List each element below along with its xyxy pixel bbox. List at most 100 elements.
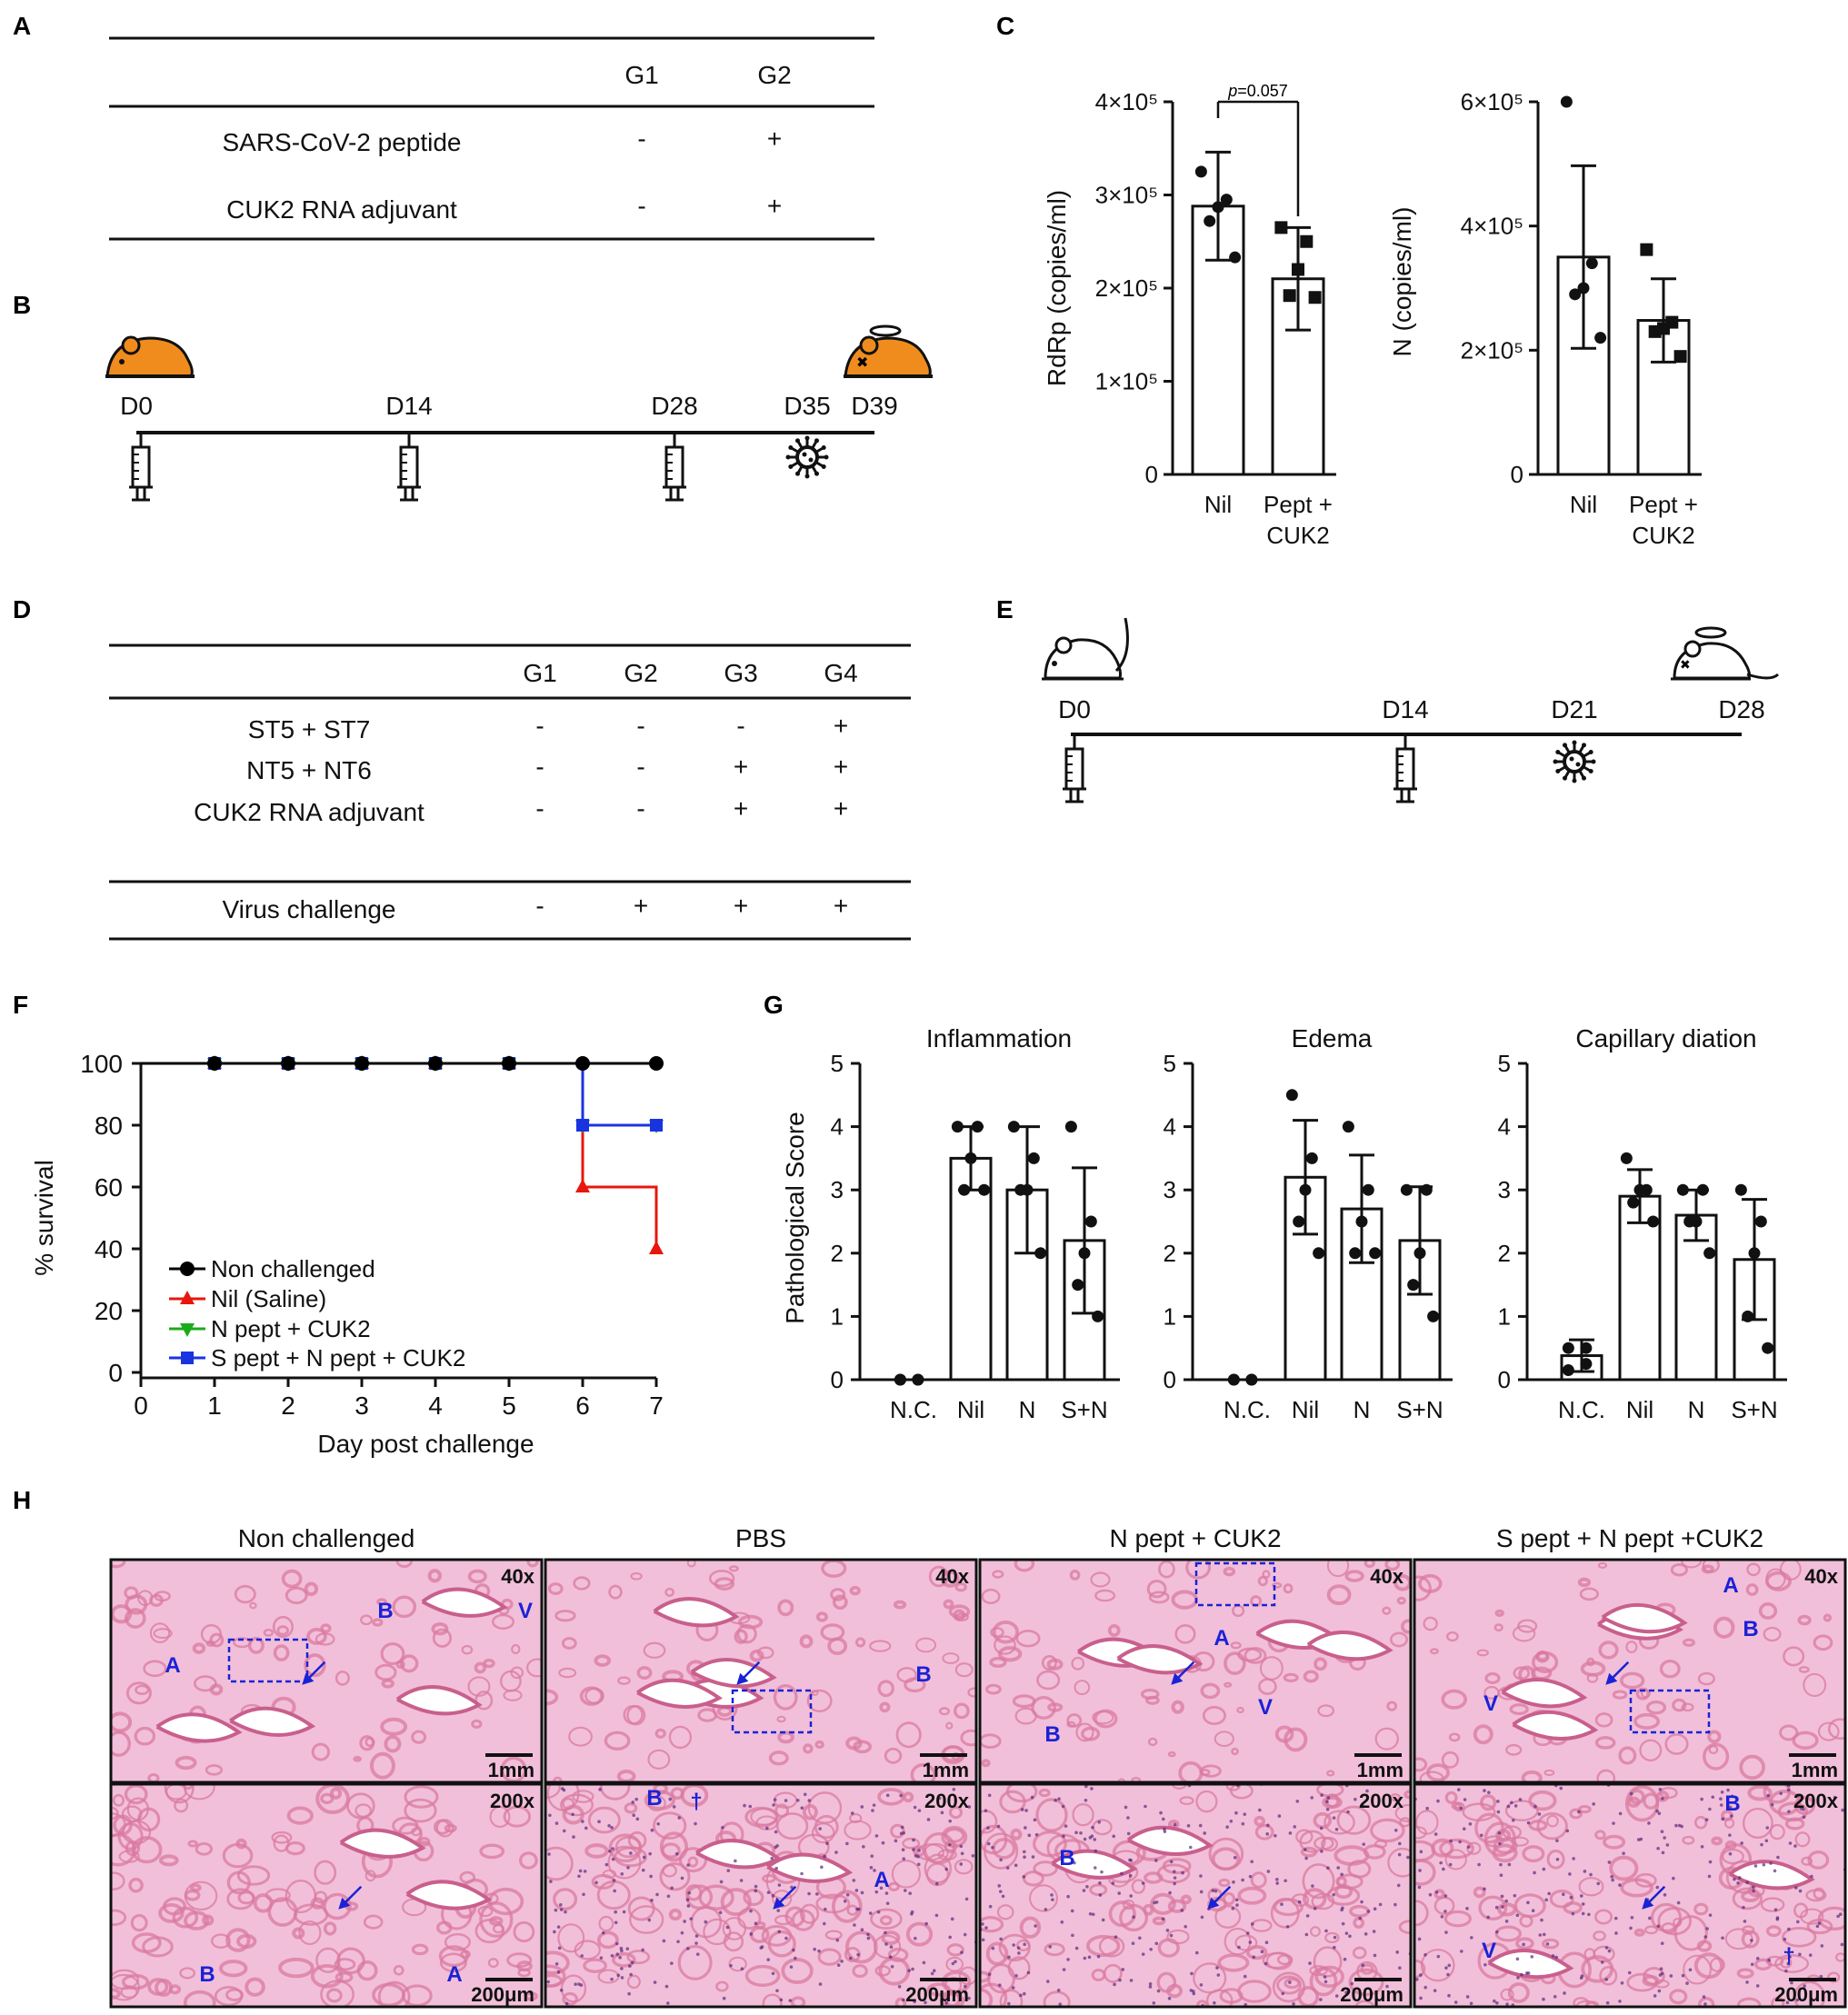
region-marker: V <box>1483 1691 1498 1716</box>
region-marker: V <box>1482 1939 1496 1963</box>
region-marker: B <box>1724 1791 1740 1816</box>
data-point <box>894 1373 906 1386</box>
y-tick-label: 2 <box>831 1240 844 1267</box>
chart-title: Capillary diation <box>1575 1024 1756 1052</box>
data-point <box>650 1119 663 1132</box>
histology-image <box>1414 1784 1845 2007</box>
x-tick-label: 1 <box>207 1392 222 1420</box>
data-point <box>1703 1247 1716 1260</box>
data-point <box>1580 1358 1593 1371</box>
arrow-icon <box>1171 1661 1195 1685</box>
y-tick-label: 0 <box>1498 1366 1511 1393</box>
y-tick-label: 0 <box>1145 461 1158 488</box>
table-d-cell: - <box>736 712 744 740</box>
histology-image <box>545 1560 976 1782</box>
y-tick-label: 3 <box>831 1176 844 1203</box>
y-tick-label: 0 <box>831 1366 844 1393</box>
data-point <box>1620 1152 1633 1164</box>
x-tick-label: 6 <box>575 1392 590 1420</box>
arrow-icon <box>1605 1661 1630 1685</box>
legend-label: Non challenged <box>211 1255 375 1282</box>
magnification-label: 200x <box>924 1790 970 1812</box>
y-tick-label: 1 <box>1498 1302 1511 1330</box>
region-marker: A <box>874 1868 889 1892</box>
zoom-region-box <box>731 1689 813 1734</box>
histology-image <box>545 1784 976 2007</box>
survival-line <box>141 1062 658 1249</box>
panel-letter-b: B <box>13 291 31 319</box>
data-point <box>1562 1342 1574 1354</box>
x-tick-label: 5 <box>502 1392 516 1420</box>
timeline-e-day: D0 <box>1058 695 1091 723</box>
y-tick-label: 2 <box>1164 1240 1176 1267</box>
table-d-cell: + <box>634 892 648 920</box>
y-tick-label: 4×10⁵ <box>1095 88 1158 115</box>
data-point <box>1305 1152 1318 1164</box>
syringe-icon <box>129 434 153 502</box>
table-d-cell: - <box>535 753 544 781</box>
mouse-icon <box>1042 617 1129 681</box>
panel-letter-d: D <box>13 595 31 623</box>
y-tick-label: 5 <box>831 1050 844 1077</box>
svg-text:✖: ✖ <box>856 354 868 371</box>
data-point <box>1427 1310 1440 1322</box>
region-marker: V <box>1258 1695 1273 1720</box>
data-point <box>1762 1342 1774 1354</box>
table-d-row-label: ST5 + ST7 <box>248 715 371 743</box>
data-point <box>1420 1183 1433 1196</box>
y-axis-label: Pathological Score <box>781 1112 809 1323</box>
data-point <box>1696 1183 1709 1196</box>
data-point <box>1569 288 1582 301</box>
data-point <box>1342 1121 1354 1133</box>
data-point <box>1633 1183 1646 1196</box>
data-point <box>1204 214 1216 227</box>
region-marker: B <box>646 1786 662 1811</box>
chart-c-n: 0 2×10⁵ 4×10⁵ 6×10⁵ Nil Pept + CUK2 N (copies/m… <box>1388 88 1702 549</box>
data-point <box>1648 324 1662 338</box>
histology-title: PBS <box>735 1524 786 1552</box>
data-point <box>1313 1247 1325 1260</box>
data-point <box>1293 1215 1305 1228</box>
chart-f-survival: 0 20 40 60 80 100 0 1 2 3 4 5 6 7 Day post challenge % … <box>30 1050 664 1458</box>
table-d-header: G2 <box>624 659 657 687</box>
x-tick-label: N.C. <box>1558 1396 1605 1423</box>
virus-icon <box>785 435 829 479</box>
virus-icon <box>1553 740 1596 783</box>
histology-image <box>980 1784 1411 2007</box>
histology-image <box>111 1560 542 1782</box>
y-tick-label: 80 <box>95 1112 123 1140</box>
data-point <box>971 1121 984 1133</box>
histology-title: N pept + CUK2 <box>1109 1524 1281 1552</box>
chart-title: Inflammation <box>926 1024 1072 1052</box>
table-a: G1 G2 SARS-CoV-2 peptide - + CUK2 RNA ad… <box>109 36 874 241</box>
histology-frame <box>109 1782 544 2009</box>
data-point <box>1072 1279 1084 1292</box>
region-marker: A <box>446 1962 462 1987</box>
timeline-b-day: D0 <box>120 392 153 420</box>
y-tick-label: 1 <box>831 1302 844 1330</box>
magnification-label: 40x <box>1804 1565 1838 1588</box>
arrow-icon <box>1642 1885 1666 1910</box>
table-d-cell: - <box>535 892 544 920</box>
panel-letter-e: E <box>996 595 1014 623</box>
region-marker: V <box>518 1599 533 1623</box>
data-point <box>1229 251 1242 264</box>
chart-g-edema: 0 1 2 3 4 5 N.C. Nil N S+N Edema <box>1164 1024 1453 1423</box>
bar <box>1191 204 1245 476</box>
timeline-b: ✖ D0 D14 D28 D35 D39 <box>105 324 933 502</box>
histology-frame <box>978 1558 1413 1784</box>
legend-marker <box>181 1352 194 1364</box>
timeline-e: ✖ D0 D14 D21 D28 <box>1042 617 1780 803</box>
magnification-label: 40x <box>501 1565 534 1588</box>
histology-frame <box>544 1782 978 2009</box>
data-point <box>1580 1342 1593 1354</box>
data-point <box>1349 1247 1362 1260</box>
x-tick-label: S+N <box>1731 1396 1777 1423</box>
x-tick-label: Nil <box>1570 491 1597 518</box>
mouse-dead-icon: ✖ <box>1671 626 1780 681</box>
chart-g-capillary: 0 1 2 3 4 5 N.C. Nil N S+N Capillary diation <box>1498 1024 1787 1423</box>
region-marker: B <box>199 1962 215 1987</box>
chart-g-inflammation: 0 1 2 3 4 5 N.C. Nil N S+N Inflammation Pathologica… <box>781 1024 1120 1423</box>
table-a-cell: - <box>637 192 645 220</box>
